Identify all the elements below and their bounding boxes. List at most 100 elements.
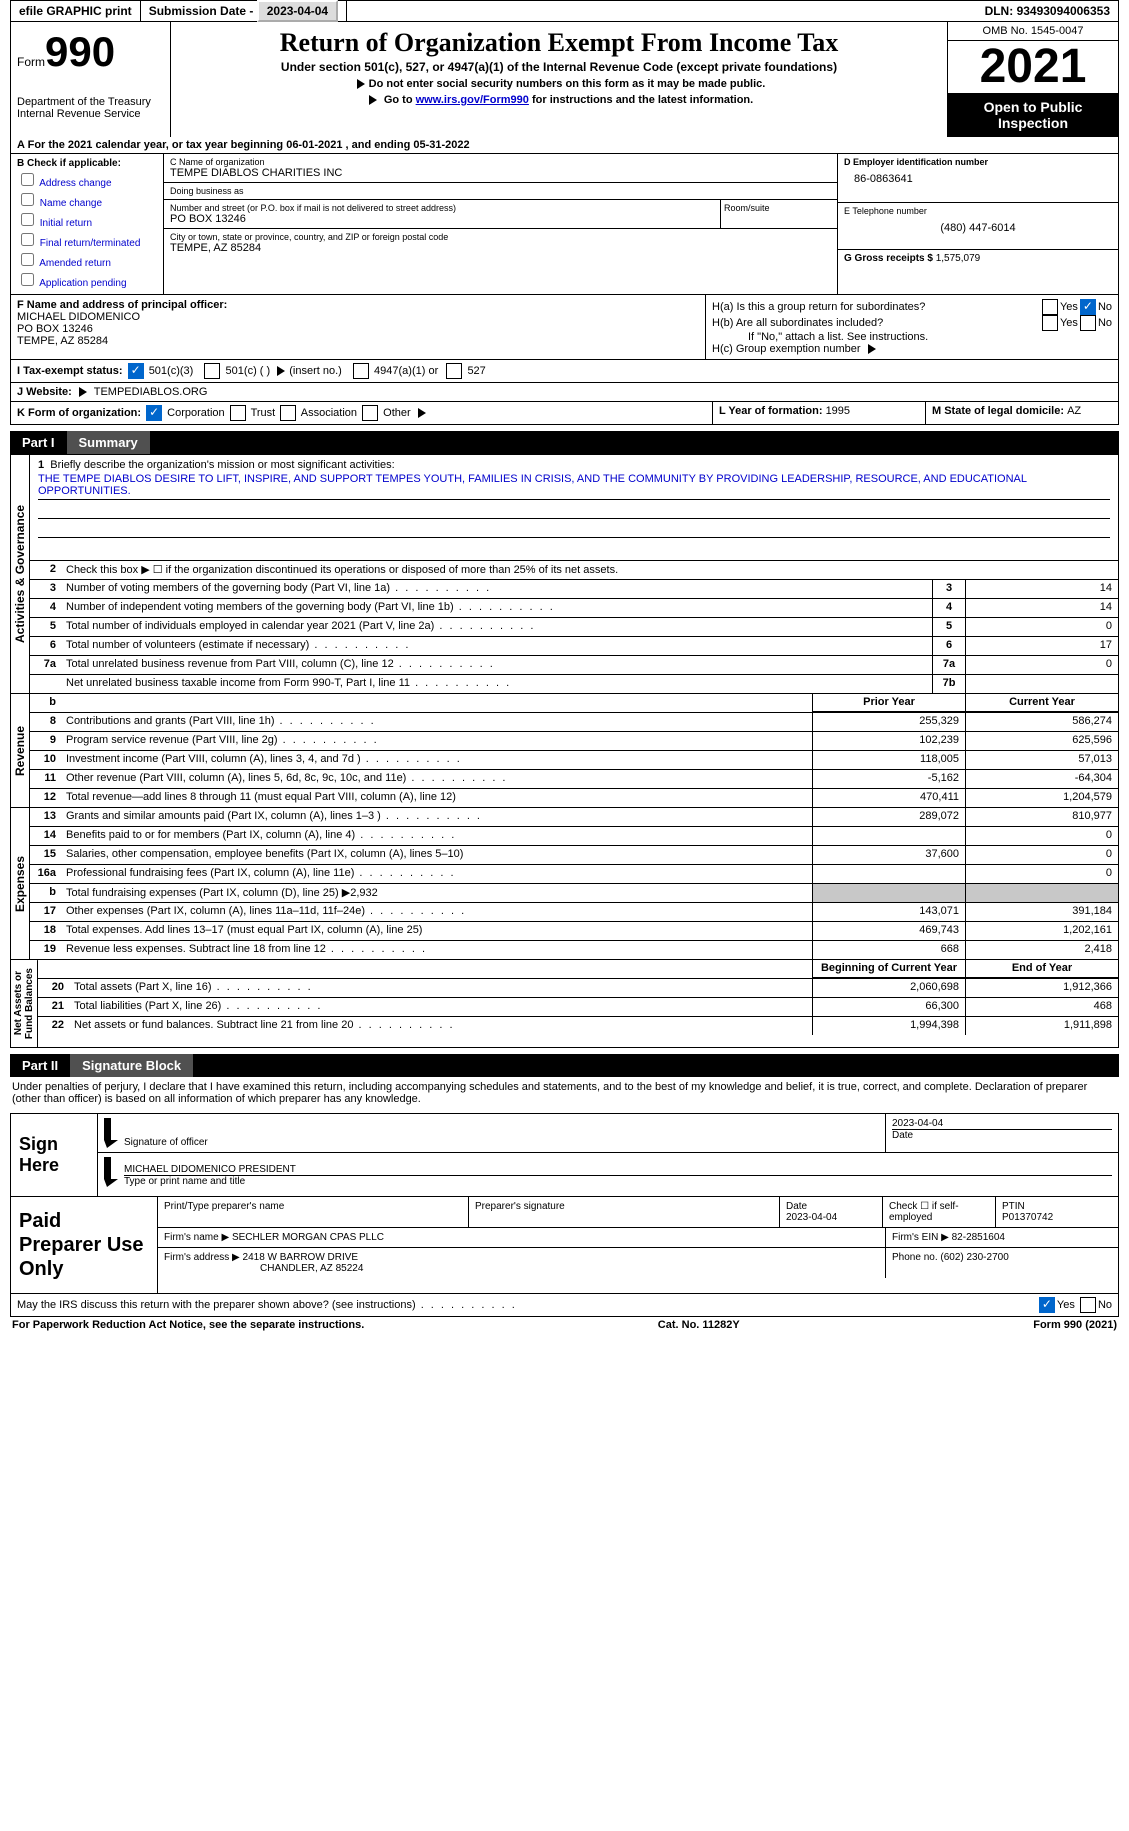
line17-prior: 143,071 <box>812 903 965 921</box>
omb-number: OMB No. 1545-0047 <box>948 22 1118 41</box>
phone-label: Phone no. <box>892 1252 940 1263</box>
check-application-pending[interactable] <box>21 273 34 286</box>
note-goto-post: for instructions and the latest informat… <box>532 94 753 106</box>
opt-label: Association <box>301 407 357 419</box>
check-amended[interactable] <box>21 253 34 266</box>
column-b: B Check if applicable: Address change Na… <box>11 154 164 294</box>
check-association[interactable] <box>280 405 296 421</box>
opt-label: 501(c) ( ) <box>226 365 271 377</box>
check-4947[interactable] <box>353 363 369 379</box>
form-title: Return of Organization Exempt From Incom… <box>181 28 937 58</box>
form-footer: Form 990 (2021) <box>1033 1319 1117 1331</box>
dba-label: Doing business as <box>170 186 831 196</box>
line8-curr: 586,274 <box>965 713 1118 731</box>
check-527[interactable] <box>446 363 462 379</box>
line12: Total revenue—add lines 8 through 11 (mu… <box>62 789 812 807</box>
line20-curr: 1,912,366 <box>965 979 1118 997</box>
check-address-change[interactable] <box>21 173 34 186</box>
line18-prior: 469,743 <box>812 922 965 940</box>
signature-arrow-icon <box>104 1118 118 1148</box>
line17-curr: 391,184 <box>965 903 1118 921</box>
check-other[interactable] <box>362 405 378 421</box>
line11-prior: -5,162 <box>812 770 965 788</box>
vtab-expenses: Expenses <box>11 808 30 959</box>
org-name-label: C Name of organization <box>170 157 831 167</box>
line16a-curr: 0 <box>965 865 1118 883</box>
mission-text: THE TEMPE DIABLOS DESIRE TO LIFT, INSPIR… <box>38 471 1110 500</box>
cat-number: Cat. No. 11282Y <box>658 1319 740 1331</box>
print-name-label: Print/Type preparer's name <box>164 1201 462 1212</box>
opt-label: Other <box>383 407 411 419</box>
line12-curr: 1,204,579 <box>965 789 1118 807</box>
tel-value: (480) 447-6014 <box>844 216 1112 234</box>
website-value: TEMPEDIABLOS.ORG <box>94 386 208 398</box>
hb-no-check[interactable] <box>1080 315 1096 331</box>
vtab-revenue: Revenue <box>11 694 30 807</box>
line13-curr: 810,977 <box>965 808 1118 826</box>
check-501c3[interactable] <box>128 363 144 379</box>
part-number: Part I <box>10 431 67 454</box>
discuss-no-check[interactable] <box>1080 1297 1096 1313</box>
line7b: Net unrelated business taxable income fr… <box>62 675 932 693</box>
check-initial-return[interactable] <box>21 213 34 226</box>
city-label: City or town, state or province, country… <box>170 232 831 242</box>
check-name-change[interactable] <box>21 193 34 206</box>
check-label: Initial return <box>40 218 92 229</box>
part-title: Signature Block <box>70 1054 193 1077</box>
line18-curr: 1,202,161 <box>965 922 1118 940</box>
year-formation-label: L Year of formation: <box>719 405 826 417</box>
dln-label: DLN: <box>985 4 1017 18</box>
hb-yes-check[interactable] <box>1042 315 1058 331</box>
firm-name: SECHLER MORGAN CPAS PLLC <box>232 1232 384 1243</box>
line11: Other revenue (Part VIII, column (A), li… <box>62 770 812 788</box>
officer-label: F Name and address of principal officer: <box>17 299 227 311</box>
line14: Benefits paid to or for members (Part IX… <box>62 827 812 845</box>
line18: Total expenses. Add lines 13–17 (must eq… <box>62 922 812 940</box>
paid-preparer-label: Paid Preparer Use Only <box>11 1197 158 1293</box>
ein-value: 86-0863641 <box>844 167 1112 191</box>
dln-value: 93493094006353 <box>1017 4 1110 18</box>
line9-prior: 102,239 <box>812 732 965 750</box>
check-final-return[interactable] <box>21 233 34 246</box>
line13-prior: 289,072 <box>812 808 965 826</box>
check-corporation[interactable] <box>146 405 162 421</box>
no-label: No <box>1098 317 1112 329</box>
year-formation: 1995 <box>826 405 850 417</box>
officer-name-title: MICHAEL DIDOMENICO PRESIDENT <box>124 1164 1112 1176</box>
line16b-curr-gray <box>965 884 1118 902</box>
line14-prior <box>812 827 965 845</box>
check-trust[interactable] <box>230 405 246 421</box>
line7a: Total unrelated business revenue from Pa… <box>62 656 932 674</box>
sig-date-value: 2023-04-04 <box>892 1118 1112 1129</box>
line5: Total number of individuals employed in … <box>62 618 932 636</box>
self-employed-label: Check ☐ if self-employed <box>883 1197 996 1227</box>
check-label: Final return/terminated <box>40 238 141 249</box>
end-year-header: End of Year <box>965 960 1118 978</box>
ptin-label: PTIN <box>1002 1201 1025 1212</box>
arrow-icon <box>868 344 876 354</box>
street-label: Number and street (or P.O. box if mail i… <box>170 203 714 213</box>
room-label: Room/suite <box>724 203 834 213</box>
ha-yes-check[interactable] <box>1042 299 1058 315</box>
opt-label: 4947(a)(1) or <box>374 365 438 377</box>
line20: Total assets (Part X, line 16) <box>70 979 812 997</box>
col-b-label: B Check if applicable: <box>17 158 157 169</box>
line17: Other expenses (Part IX, column (A), lin… <box>62 903 812 921</box>
line15-prior: 37,600 <box>812 846 965 864</box>
line6: Total number of volunteers (estimate if … <box>62 637 932 655</box>
submission-date-button[interactable]: 2023-04-04 <box>257 0 338 22</box>
line5-val: 0 <box>965 618 1118 636</box>
line12-prior: 470,411 <box>812 789 965 807</box>
discuss-yes-check[interactable] <box>1039 1297 1055 1313</box>
sig-officer-label: Signature of officer <box>124 1137 879 1148</box>
tel-label: E Telephone number <box>844 206 1112 216</box>
ha-no-check[interactable] <box>1080 299 1096 315</box>
name-label: Type or print name and title <box>124 1176 1112 1187</box>
pra-notice: For Paperwork Reduction Act Notice, see … <box>12 1319 364 1331</box>
line21-prior: 66,300 <box>812 998 965 1016</box>
irs-link[interactable]: www.irs.gov/Form990 <box>416 94 529 106</box>
check-501c[interactable] <box>204 363 220 379</box>
gross-label: G Gross receipts $ <box>844 253 936 264</box>
prior-year-header: Prior Year <box>812 694 965 712</box>
officer-name: MICHAEL DIDOMENICO <box>17 311 699 323</box>
